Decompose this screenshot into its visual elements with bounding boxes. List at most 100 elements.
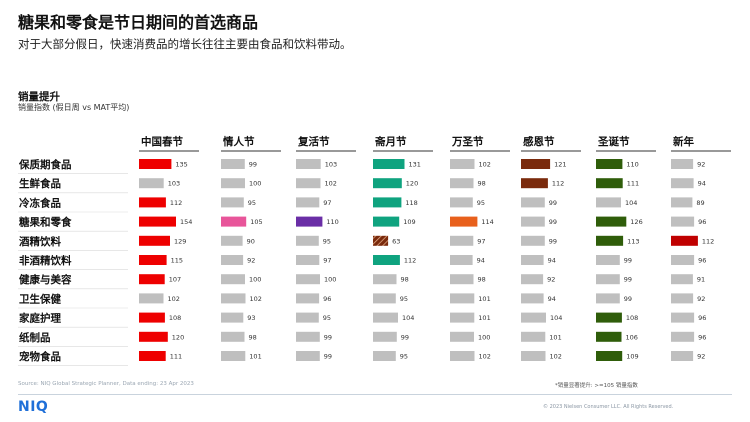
data-bar bbox=[671, 274, 693, 285]
data-label: 101 bbox=[478, 314, 490, 322]
data-label: 95 bbox=[477, 199, 485, 207]
data-bar bbox=[671, 255, 695, 265]
data-bar bbox=[373, 331, 397, 342]
data-label: 99 bbox=[549, 237, 557, 245]
column-header: 新年 bbox=[673, 135, 694, 148]
data-bar bbox=[450, 197, 473, 208]
data-bar bbox=[596, 351, 623, 361]
data-bar bbox=[373, 351, 396, 361]
data-bar bbox=[221, 178, 245, 189]
data-label: 95 bbox=[400, 353, 408, 361]
data-label: 96 bbox=[698, 257, 706, 265]
data-label: 112 bbox=[404, 257, 416, 265]
data-bar bbox=[139, 274, 165, 285]
data-bar bbox=[671, 293, 694, 304]
data-label: 95 bbox=[400, 295, 408, 303]
data-bar bbox=[373, 235, 389, 246]
column-header: 中国春节 bbox=[141, 135, 183, 148]
data-bar bbox=[521, 197, 545, 208]
data-bar bbox=[521, 331, 546, 342]
data-label: 103 bbox=[168, 180, 180, 188]
metric-title: 销量提升 bbox=[18, 91, 60, 103]
data-bar bbox=[450, 255, 473, 265]
data-label: 99 bbox=[324, 333, 332, 341]
data-bar bbox=[139, 235, 170, 246]
page-title: 糖果和零食是节日期间的首选商品 bbox=[18, 13, 259, 32]
row-label: 冷冻食品 bbox=[19, 196, 61, 209]
data-label: 96 bbox=[698, 218, 706, 226]
data-label: 111 bbox=[627, 180, 639, 188]
data-label: 106 bbox=[626, 333, 638, 341]
data-bar bbox=[596, 293, 620, 304]
data-bar bbox=[521, 235, 545, 246]
page-subtitle: 对于大部分假日，快速消费品的增长往往主要由食品和饮料带动。 bbox=[18, 37, 352, 51]
data-label: 120 bbox=[172, 333, 184, 341]
data-label: 103 bbox=[325, 161, 337, 169]
column-header: 复活节 bbox=[297, 135, 330, 148]
data-label: 99 bbox=[624, 276, 632, 284]
data-bar bbox=[221, 331, 245, 342]
data-label: 92 bbox=[697, 295, 705, 303]
data-bar bbox=[221, 293, 246, 304]
data-label: 91 bbox=[697, 276, 705, 284]
data-bar bbox=[296, 159, 321, 169]
row-label: 生鲜食品 bbox=[19, 177, 61, 190]
data-bar bbox=[671, 312, 695, 323]
data-bar bbox=[671, 331, 695, 342]
data-label: 101 bbox=[549, 333, 561, 341]
data-bar bbox=[139, 159, 172, 169]
data-bar bbox=[296, 235, 319, 246]
data-bar bbox=[296, 331, 320, 342]
data-bar bbox=[139, 331, 168, 342]
row-label: 健康与美容 bbox=[19, 273, 72, 286]
row-label: 非酒精饮料 bbox=[19, 254, 72, 267]
data-bar bbox=[139, 255, 167, 265]
data-label: 109 bbox=[626, 353, 638, 361]
data-bar bbox=[373, 274, 397, 285]
data-bar bbox=[521, 178, 548, 189]
data-label: 110 bbox=[626, 161, 638, 169]
data-bar bbox=[521, 293, 544, 304]
data-bar bbox=[296, 197, 320, 208]
data-label: 97 bbox=[323, 199, 331, 207]
data-label: 118 bbox=[405, 199, 417, 207]
data-bar bbox=[139, 197, 166, 208]
data-bar bbox=[296, 178, 321, 189]
data-label: 135 bbox=[175, 161, 187, 169]
data-label: 120 bbox=[406, 180, 418, 188]
data-label: 92 bbox=[547, 276, 555, 284]
data-label: 100 bbox=[249, 276, 261, 284]
data-label: 100 bbox=[249, 180, 261, 188]
data-bar bbox=[450, 331, 474, 342]
data-label: 102 bbox=[250, 295, 262, 303]
data-bar bbox=[296, 274, 320, 285]
row-label: 家庭护理 bbox=[19, 312, 61, 325]
row-label: 酒精饮料 bbox=[19, 235, 61, 248]
row-label: 卫生保健 bbox=[19, 292, 61, 305]
data-label: 89 bbox=[696, 199, 704, 207]
data-label: 126 bbox=[630, 218, 642, 226]
data-label: 99 bbox=[624, 295, 632, 303]
data-label: 95 bbox=[248, 199, 256, 207]
data-bar bbox=[671, 235, 698, 246]
data-bar bbox=[450, 159, 475, 169]
data-bar bbox=[373, 178, 402, 189]
data-bar bbox=[373, 216, 400, 227]
data-label: 96 bbox=[698, 314, 706, 322]
data-bar bbox=[596, 197, 621, 208]
data-label: 100 bbox=[324, 276, 336, 284]
holiday-sales-chart: 保质期食品生鲜食品冷冻食品糖果和零食酒精饮料非酒精饮料健康与美容卫生保健家庭护理… bbox=[18, 135, 731, 366]
data-bar bbox=[296, 351, 320, 361]
row-label: 纸制品 bbox=[19, 331, 51, 344]
data-bar bbox=[139, 351, 166, 361]
data-label: 112 bbox=[552, 180, 564, 188]
data-label: 112 bbox=[170, 199, 182, 207]
column-header: 情人节 bbox=[223, 135, 255, 148]
data-bar bbox=[373, 197, 402, 208]
data-bar bbox=[596, 178, 623, 189]
data-label: 92 bbox=[247, 257, 255, 265]
data-label: 101 bbox=[249, 353, 261, 361]
data-bar bbox=[450, 178, 474, 189]
data-label: 98 bbox=[249, 333, 257, 341]
data-label: 90 bbox=[247, 237, 255, 245]
